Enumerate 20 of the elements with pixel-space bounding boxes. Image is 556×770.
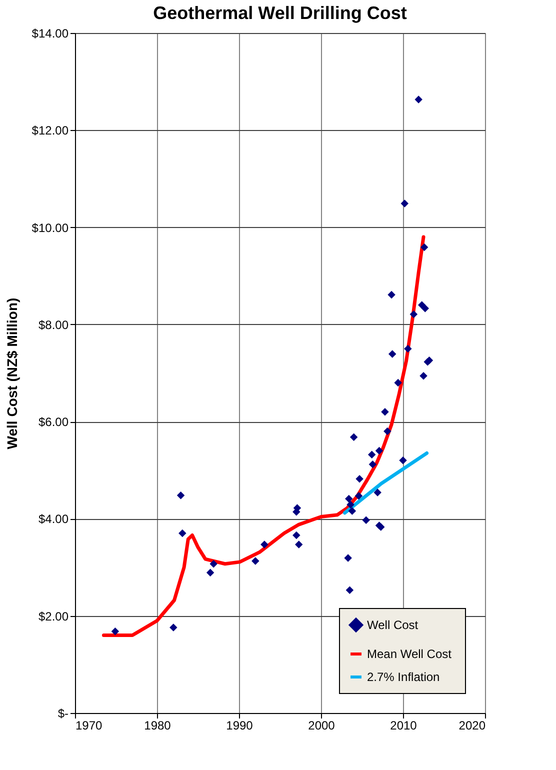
y-tick-label: $8.00 [38, 318, 69, 332]
x-tick-label: 2000 [308, 718, 336, 732]
y-tick-label: $4.00 [38, 512, 69, 526]
line-series [102, 235, 426, 638]
y-axis-title: Well Cost (NZ$ Million) [4, 298, 20, 450]
x-tick-label: 1990 [226, 718, 254, 732]
x-tick-label: 2020 [458, 718, 486, 732]
y-tick-label: $- [58, 706, 68, 720]
y-tick-label: $14.00 [32, 26, 69, 40]
legend-label: Mean Well Cost [367, 647, 452, 661]
legend-label: 2.7% Inflation [367, 670, 440, 684]
x-tick-label: 1970 [76, 718, 103, 732]
legend-label: Well Cost [367, 618, 419, 632]
x-tick-label: 2010 [390, 718, 418, 732]
y-tick-label: $6.00 [38, 415, 69, 430]
y-tick-label: $12.00 [32, 124, 69, 138]
chart-title: Geothermal Well Drilling Cost [153, 3, 407, 23]
y-tick-label: $10.00 [32, 220, 69, 235]
x-tick-label: 1980 [144, 718, 172, 732]
y-tick-label: $2.00 [38, 609, 69, 624]
